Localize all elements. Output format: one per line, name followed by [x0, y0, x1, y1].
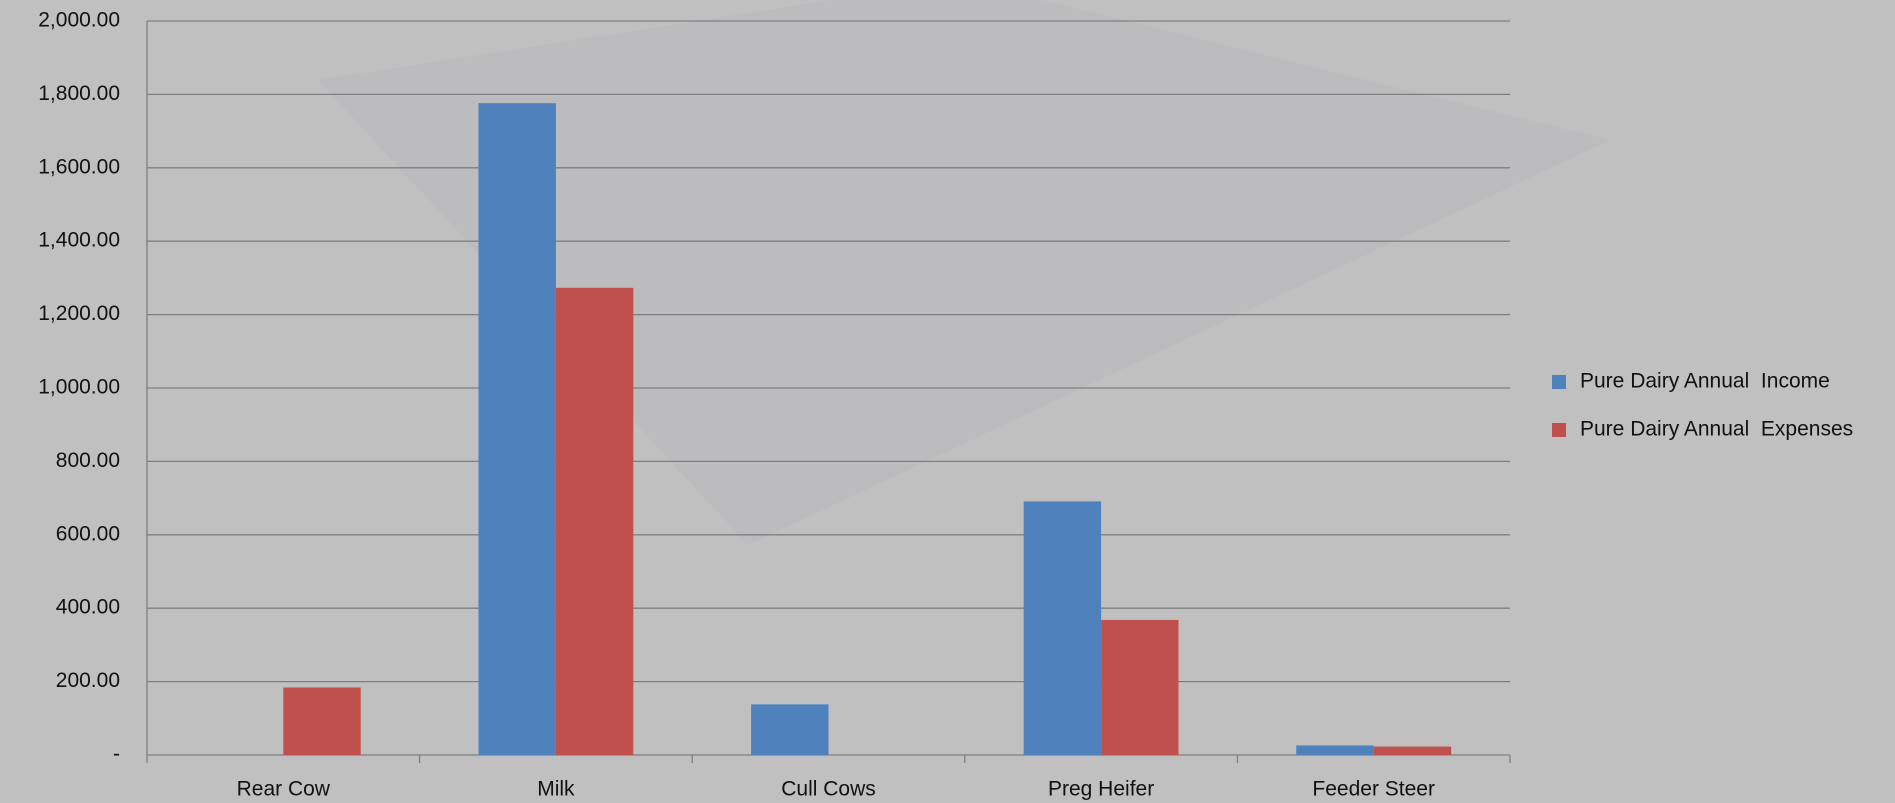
x-tick-label: Milk — [537, 778, 575, 801]
legend-swatch — [1552, 375, 1566, 389]
y-tick-label: 1,400.00 — [38, 229, 120, 252]
legend-label: Pure Dairy Annual Expenses — [1580, 418, 1853, 441]
x-tick-label: Preg Heifer — [1048, 778, 1154, 801]
y-tick-label: 400.00 — [56, 596, 120, 619]
x-tick-label: Rear Cow — [237, 778, 331, 801]
x-tick-label: Feeder Steer — [1312, 778, 1435, 801]
y-tick-label: 1,600.00 — [38, 155, 120, 178]
watermark — [318, 0, 1610, 545]
bar — [283, 687, 361, 755]
y-tick-label: 1,800.00 — [38, 82, 120, 105]
y-tick-label: - — [113, 743, 120, 766]
bar — [555, 287, 634, 755]
y-tick-label: 600.00 — [56, 522, 120, 545]
y-tick-label: 1,000.00 — [38, 376, 120, 399]
y-tick-label: 1,200.00 — [38, 302, 120, 325]
bar — [1101, 619, 1179, 755]
bar — [478, 103, 556, 755]
legend-label: Pure Dairy Annual Income — [1580, 370, 1830, 393]
y-tick-label: 2,000.00 — [38, 9, 120, 32]
bar — [1373, 746, 1452, 755]
y-tick-label: 800.00 — [56, 449, 120, 472]
x-tick-label: Cull Cows — [781, 778, 876, 801]
bar — [1296, 745, 1374, 755]
legend-swatch — [1552, 423, 1566, 437]
bar — [751, 704, 829, 755]
bar — [1023, 501, 1102, 755]
y-tick-label: 200.00 — [56, 669, 120, 692]
